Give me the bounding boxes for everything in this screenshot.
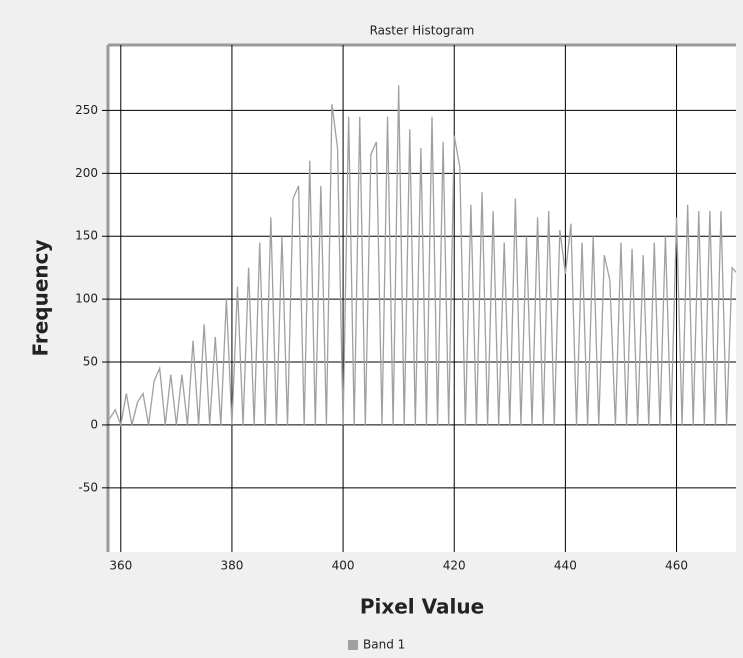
x-tick-label: 460 <box>665 559 688 573</box>
y-axis-label: Frequency <box>29 239 53 356</box>
plot-area <box>108 45 736 552</box>
y-tick-label: 100 <box>75 292 98 306</box>
x-tick-label: 440 <box>554 559 577 573</box>
legend-label: Band 1 <box>363 638 405 652</box>
x-tick-label: 400 <box>332 559 355 573</box>
x-axis-label: Pixel Value <box>360 595 484 619</box>
chart-title: Raster Histogram <box>370 24 475 38</box>
y-tick-label: 0 <box>90 417 98 431</box>
y-tick-label: 200 <box>75 166 98 180</box>
y-tick-label: 250 <box>75 103 98 117</box>
x-tick-label: 380 <box>220 559 243 573</box>
legend-swatch <box>348 640 358 650</box>
data-line <box>109 85 736 428</box>
y-tick-label: 150 <box>75 229 98 243</box>
x-tick-label: 360 <box>109 559 132 573</box>
y-tick-label: -50 <box>78 480 98 494</box>
y-tick-label: 50 <box>83 355 98 369</box>
x-tick-label: 420 <box>443 559 466 573</box>
